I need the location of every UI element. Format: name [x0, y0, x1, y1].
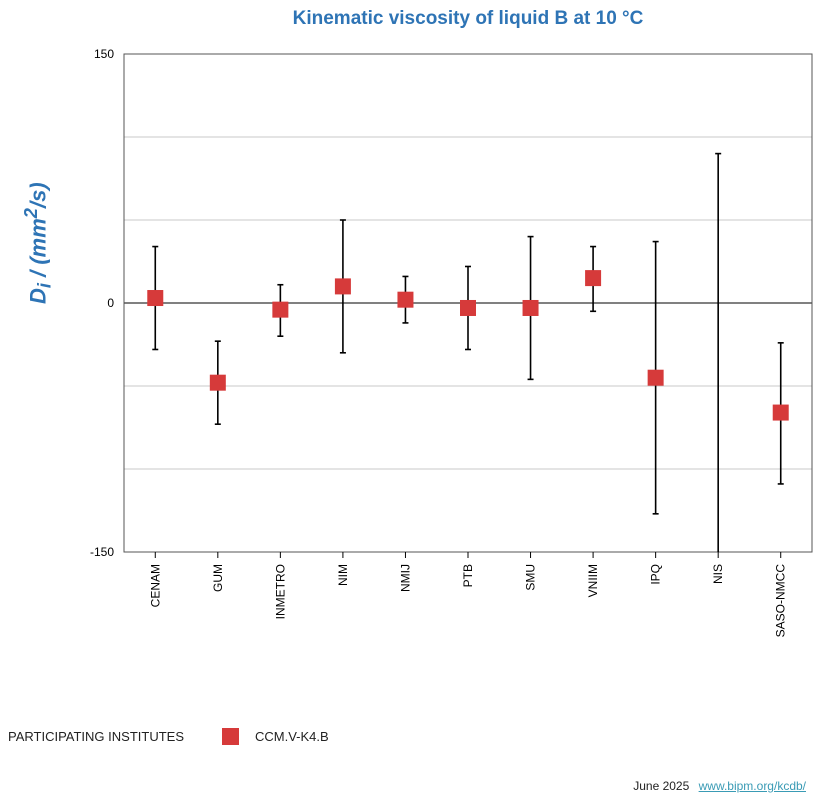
y-axis-label-unit-suffix: /s) — [25, 182, 51, 209]
chart-title: Kinematic viscosity of liquid B at 10 °C — [292, 8, 644, 29]
x-tick-label: NMIJ — [398, 564, 412, 592]
data-point — [585, 270, 602, 287]
data-point — [147, 290, 164, 307]
data-point — [209, 374, 226, 391]
x-tick-label: NIM — [336, 564, 350, 586]
y-axis-label-symbol: D — [25, 288, 51, 304]
footer: June 2025 www.bipm.org/kcdb/ — [633, 779, 806, 793]
chart-plot: 150 0 -150 CENAM GUM INMETRO NIM NMIJ PTB SMU VNII… — [90, 47, 813, 638]
legend-entry: CCM.V-K4.B — [255, 729, 329, 744]
data-point — [397, 291, 414, 308]
legend-heading: PARTICIPATING INSTITUTES — [8, 729, 184, 744]
y-axis-label-power: 2 — [20, 208, 41, 219]
data-point — [272, 301, 289, 318]
x-tick-label: SMU — [524, 564, 538, 591]
y-axis-label: Di / (mm2/s) — [20, 182, 56, 304]
data-point — [460, 299, 476, 316]
footer-date: June 2025 — [633, 779, 690, 793]
x-tick-label: SASO-NMCC — [774, 564, 788, 638]
x-tick-label: IPQ — [649, 564, 663, 585]
y-tick-label: 0 — [107, 296, 114, 310]
data-point — [334, 278, 351, 295]
x-tick-label: PTB — [461, 564, 475, 587]
x-tick-label: CENAM — [148, 564, 162, 607]
data-point — [647, 369, 664, 386]
data-layer — [147, 152, 789, 552]
grid-layer — [124, 136, 812, 470]
x-tick-label: INMETRO — [273, 564, 287, 619]
legend: PARTICIPATING INSTITUTES CCM.V-K4.B — [8, 728, 329, 745]
footer-link[interactable]: www.bipm.org/kcdb/ — [698, 779, 806, 793]
data-point — [522, 299, 539, 316]
x-tick-label: GUM — [211, 564, 225, 592]
legend-swatch — [222, 728, 239, 745]
x-tick-label: VNIIM — [586, 564, 600, 597]
y-tick-label: -150 — [90, 545, 114, 559]
y-axis-label-unit: / (mm — [25, 218, 51, 284]
x-tick-label: NIS — [711, 564, 725, 584]
data-point — [772, 404, 789, 421]
axis-layer: 150 0 -150 CENAM GUM INMETRO NIM NMIJ PTB SMU VNII… — [90, 47, 813, 638]
y-axis-label-subscript: i — [33, 283, 55, 289]
y-tick-label: 150 — [94, 47, 114, 61]
